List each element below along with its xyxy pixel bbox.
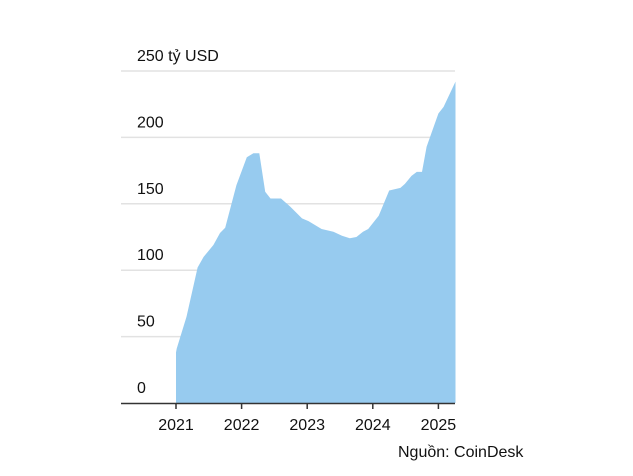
x-tick-label: 2024 (355, 417, 391, 434)
x-tick-label: 2023 (289, 417, 325, 434)
x-tick-label: 2025 (421, 417, 457, 434)
y-tick-label: 200 (137, 114, 164, 131)
y-tick-label: 100 (137, 247, 164, 264)
x-tick-label: 2021 (158, 417, 194, 434)
y-tick-label: 150 (137, 181, 164, 198)
x-tick-label: 2022 (224, 417, 260, 434)
y-tick-label: 250 tỷ USD (137, 48, 219, 65)
y-tick-label: 50 (137, 314, 155, 331)
area-series (176, 81, 456, 403)
y-tick-label: 0 (137, 380, 146, 397)
source-note: Nguồn: CoinDesk (398, 444, 524, 461)
